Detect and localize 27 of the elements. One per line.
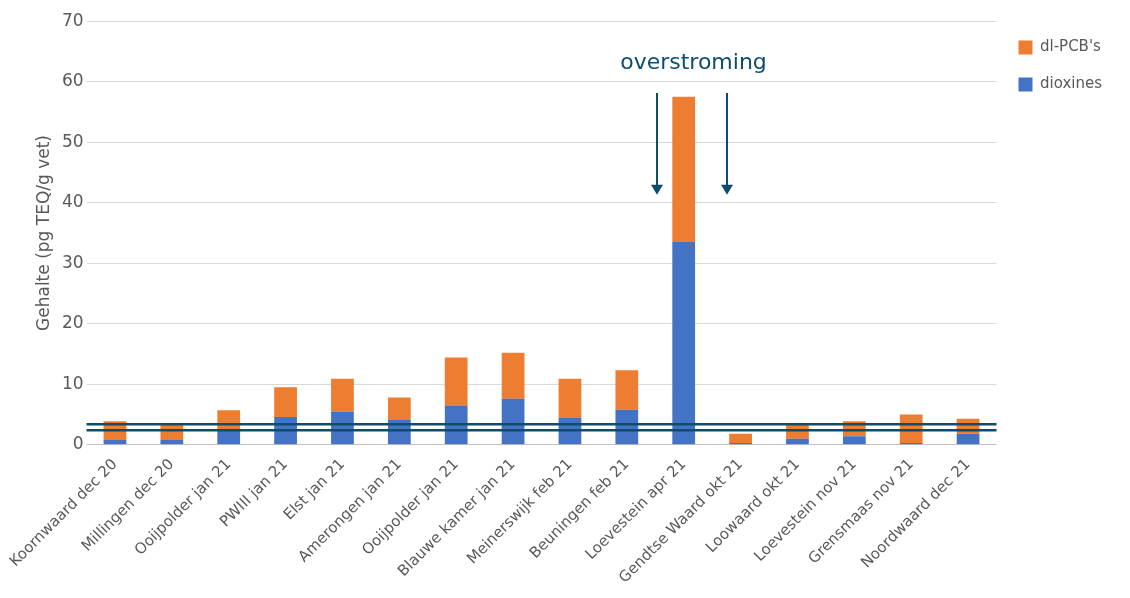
bar xyxy=(672,96,696,243)
annotation: overstroming xyxy=(620,49,767,75)
y-tick-label: 60 xyxy=(61,70,84,91)
y-axis-title: Gehalte (pg TEQ/g vet) xyxy=(33,135,54,331)
bar xyxy=(501,352,525,399)
y-tick-label: 0 xyxy=(72,433,84,454)
bar xyxy=(558,378,582,419)
y-tick-label: 20 xyxy=(61,312,84,333)
legend-label: dl-PCB's xyxy=(1040,37,1102,56)
bar xyxy=(842,436,866,445)
legend-label: dioxines xyxy=(1040,74,1103,93)
bar xyxy=(615,370,639,410)
bar xyxy=(160,439,184,445)
bar xyxy=(217,430,241,445)
y-tick-label: 40 xyxy=(61,191,84,212)
bar xyxy=(729,433,752,443)
bar xyxy=(786,438,809,445)
y-tick-label: 70 xyxy=(61,9,84,30)
bar xyxy=(331,378,354,412)
bar xyxy=(444,357,468,407)
y-tick-label: 50 xyxy=(61,130,84,151)
bar xyxy=(956,433,980,445)
y-tick-label: 30 xyxy=(61,251,84,272)
bar xyxy=(274,387,297,417)
bar xyxy=(672,242,696,445)
bar xyxy=(387,397,411,420)
y-tick-label: 10 xyxy=(61,372,84,393)
